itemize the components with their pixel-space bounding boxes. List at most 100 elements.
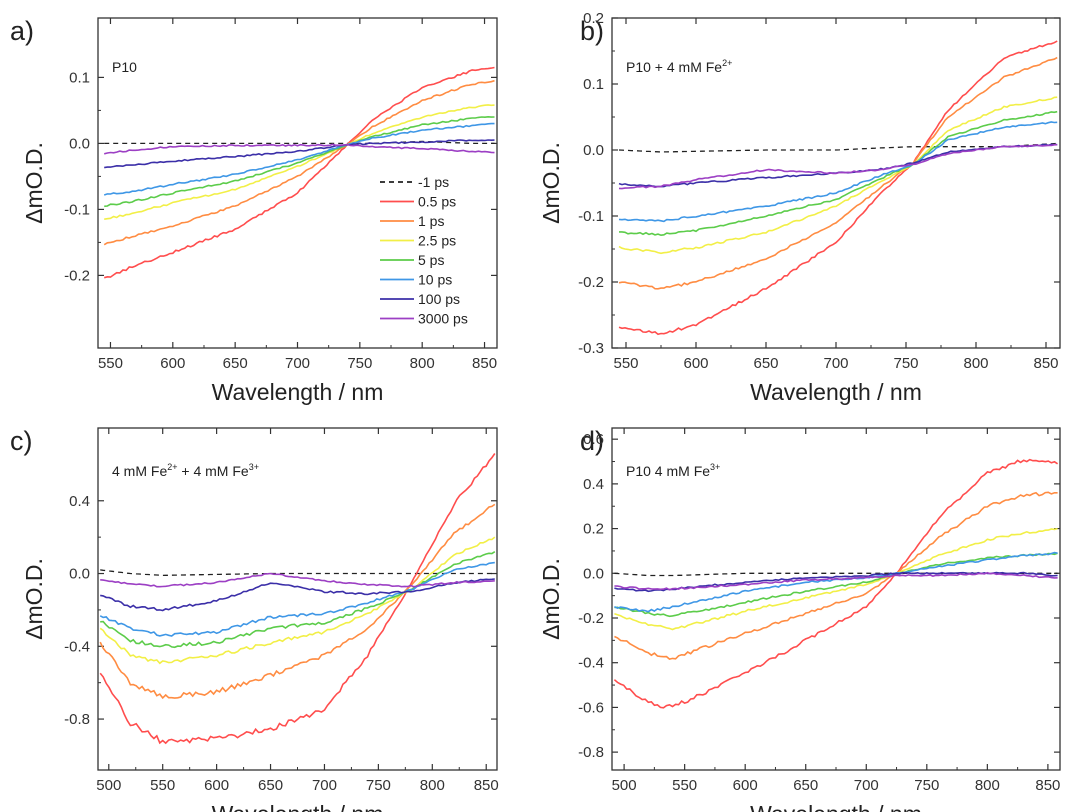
x-tick-label: 800 xyxy=(420,777,445,794)
series-line--1-ps xyxy=(100,569,495,577)
series-line-2.5-ps xyxy=(618,96,1058,255)
series-line-10-ps xyxy=(614,551,1058,613)
x-axis-title: Wavelength / nm xyxy=(750,801,922,812)
x-tick-label: 550 xyxy=(150,777,175,794)
annotation-superscript: 2+ xyxy=(722,58,732,68)
x-tick-label: 650 xyxy=(753,355,778,372)
y-tick-label: 0.6 xyxy=(583,431,604,448)
panel-letter: a) xyxy=(10,16,34,46)
y-tick-label: -0.8 xyxy=(578,744,604,761)
series-line-1-ps xyxy=(618,56,1058,290)
x-tick-label: 550 xyxy=(672,777,697,794)
x-tick-label: 550 xyxy=(613,355,638,372)
legend-label: 3000 ps xyxy=(418,311,468,327)
x-tick-label: 850 xyxy=(474,777,499,794)
panel-annotation: P10 4 mM Fe3+ xyxy=(626,462,720,479)
x-tick-label: 600 xyxy=(683,355,708,372)
legend: -1 ps 0.5 ps 1 ps 2.5 ps 5 ps 10 ps 100 ps 3000… xyxy=(380,174,468,327)
x-tick-label: 750 xyxy=(893,355,918,372)
series-line-1-ps xyxy=(99,503,496,700)
x-tick-label: 650 xyxy=(223,355,248,372)
x-tick-label: 850 xyxy=(472,355,497,372)
x-tick-label: 750 xyxy=(366,777,391,794)
y-tick-label: 0.0 xyxy=(583,565,604,582)
series-line-0.5-ps xyxy=(103,66,495,279)
annotation-text: + 4 mM Fe xyxy=(178,463,249,479)
panel-letter: d) xyxy=(580,426,604,456)
annotation-superscript: 3+ xyxy=(249,462,259,472)
panel-letter: c) xyxy=(10,426,33,456)
series-line-10-ps xyxy=(618,121,1058,223)
y-tick-label: -0.1 xyxy=(64,201,90,218)
annotation-text: P10 + 4 mM Fe xyxy=(626,59,722,75)
x-axis-title: Wavelength / nm xyxy=(212,801,384,812)
y-tick-label: -0.2 xyxy=(64,267,90,284)
y-tick-label: -0.6 xyxy=(578,699,604,716)
legend-label: 1 ps xyxy=(418,213,444,229)
series-line-0.5-ps xyxy=(618,40,1058,336)
series-line-3000-ps xyxy=(618,143,1058,190)
panel-annotation: P10 xyxy=(112,59,137,75)
series-line-5-ps xyxy=(614,552,1058,618)
legend-label: 0.5 ps xyxy=(418,194,456,210)
annotation-superscript: 3+ xyxy=(710,462,720,472)
y-tick-label: -0.8 xyxy=(64,711,90,728)
panel-annotation: P10 + 4 mM Fe2+ xyxy=(626,58,732,75)
y-tick-label: -0.2 xyxy=(578,274,604,291)
y-tick-label: -0.4 xyxy=(578,655,604,672)
series-line-2.5-ps xyxy=(104,104,495,220)
legend-label: 2.5 ps xyxy=(418,233,456,249)
x-tick-label: 500 xyxy=(612,777,637,794)
series-line-1-ps xyxy=(614,491,1058,660)
y-axis-title: ΔmO.D. xyxy=(21,142,47,224)
legend-label: 10 ps xyxy=(418,272,452,288)
panel-a: a) 550 600 650 700 750 800 850 -0.2 -0.1 0.0 0.1 Wav… xyxy=(10,16,498,405)
series-line-10-ps xyxy=(99,561,495,637)
annotation-superscript: 2+ xyxy=(167,462,177,472)
y-axis-title: ΔmO.D. xyxy=(538,558,564,640)
x-tick-label: 800 xyxy=(975,777,1000,794)
x-tick-label: 600 xyxy=(733,777,758,794)
x-tick-label: 850 xyxy=(1033,355,1058,372)
series-line-5-ps xyxy=(619,110,1058,237)
annotation-text: P10 4 mM Fe xyxy=(626,463,710,479)
x-tick-label: 700 xyxy=(285,355,310,372)
x-tick-label: 550 xyxy=(98,355,123,372)
series-line-5-ps xyxy=(104,115,495,208)
x-tick-label: 500 xyxy=(96,777,121,794)
panel-b: b) 550 600 650 700 750 800 850 -0.3 -0.2 -0.1 0.0 0.… xyxy=(538,10,1061,405)
series-line-2.5-ps xyxy=(99,536,496,665)
y-tick-label: -0.3 xyxy=(578,340,604,357)
panel-letter: b) xyxy=(580,16,604,46)
x-axis-title: Wavelength / nm xyxy=(212,379,384,405)
series-line-3000-ps xyxy=(614,571,1058,591)
panel-c: c) 500 550 600 650 700 750 800 850 -0.8 -0.4 0.0 0.4… xyxy=(10,426,499,812)
x-axis-title: Wavelength / nm xyxy=(750,379,922,405)
x-tick-label: 700 xyxy=(823,355,848,372)
series-line-2.5-ps xyxy=(614,527,1058,631)
y-tick-label: 0.0 xyxy=(69,135,90,152)
y-tick-label: 0.2 xyxy=(583,10,604,27)
y-tick-label: -0.2 xyxy=(578,610,604,627)
y-tick-label: 0.0 xyxy=(69,566,90,583)
x-tick-label: 750 xyxy=(914,777,939,794)
x-tick-label: 850 xyxy=(1035,777,1060,794)
y-tick-label: 0.1 xyxy=(583,76,604,93)
series-line-3000-ps xyxy=(100,572,495,588)
x-tick-label: 700 xyxy=(312,777,337,794)
y-tick-label: 0.2 xyxy=(583,521,604,538)
x-tick-label: 700 xyxy=(854,777,879,794)
series-line--1-ps xyxy=(618,142,1058,153)
series-line-0.5-ps xyxy=(99,453,496,745)
panel-d: d) 500 550 600 650 700 750 800 850 -0.8 -0.6 -0.4 -0… xyxy=(538,426,1061,812)
series-line-3000-ps xyxy=(104,143,495,155)
x-tick-label: 800 xyxy=(410,355,435,372)
x-tick-label: 650 xyxy=(793,777,818,794)
legend-label: -1 ps xyxy=(418,174,449,190)
series-line-0.5-ps xyxy=(613,458,1059,709)
x-tick-label: 750 xyxy=(347,355,372,372)
x-tick-label: 650 xyxy=(258,777,283,794)
y-axis-title: ΔmO.D. xyxy=(21,558,47,640)
